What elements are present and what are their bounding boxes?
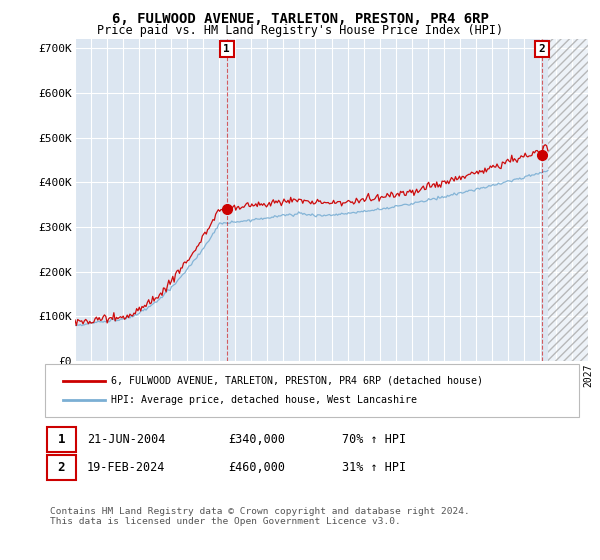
Text: 2: 2: [58, 461, 65, 474]
Bar: [548, 39, 588, 361]
Text: 31% ↑ HPI: 31% ↑ HPI: [342, 461, 406, 474]
Text: Price paid vs. HM Land Registry's House Price Index (HPI): Price paid vs. HM Land Registry's House …: [97, 24, 503, 36]
Text: HPI: Average price, detached house, West Lancashire: HPI: Average price, detached house, West…: [111, 395, 417, 405]
Text: £460,000: £460,000: [228, 461, 285, 474]
Text: 19-FEB-2024: 19-FEB-2024: [87, 461, 166, 474]
Text: 70% ↑ HPI: 70% ↑ HPI: [342, 433, 406, 446]
Text: 6, FULWOOD AVENUE, TARLETON, PRESTON, PR4 6RP: 6, FULWOOD AVENUE, TARLETON, PRESTON, PR…: [112, 12, 488, 26]
Text: 2: 2: [538, 44, 545, 54]
Text: 1: 1: [223, 44, 230, 54]
Text: Contains HM Land Registry data © Crown copyright and database right 2024.
This d: Contains HM Land Registry data © Crown c…: [50, 507, 470, 526]
Bar: [548, 39, 588, 361]
Text: £340,000: £340,000: [228, 433, 285, 446]
Text: 21-JUN-2004: 21-JUN-2004: [87, 433, 166, 446]
Text: 1: 1: [58, 433, 65, 446]
Text: 6, FULWOOD AVENUE, TARLETON, PRESTON, PR4 6RP (detached house): 6, FULWOOD AVENUE, TARLETON, PRESTON, PR…: [111, 376, 483, 386]
